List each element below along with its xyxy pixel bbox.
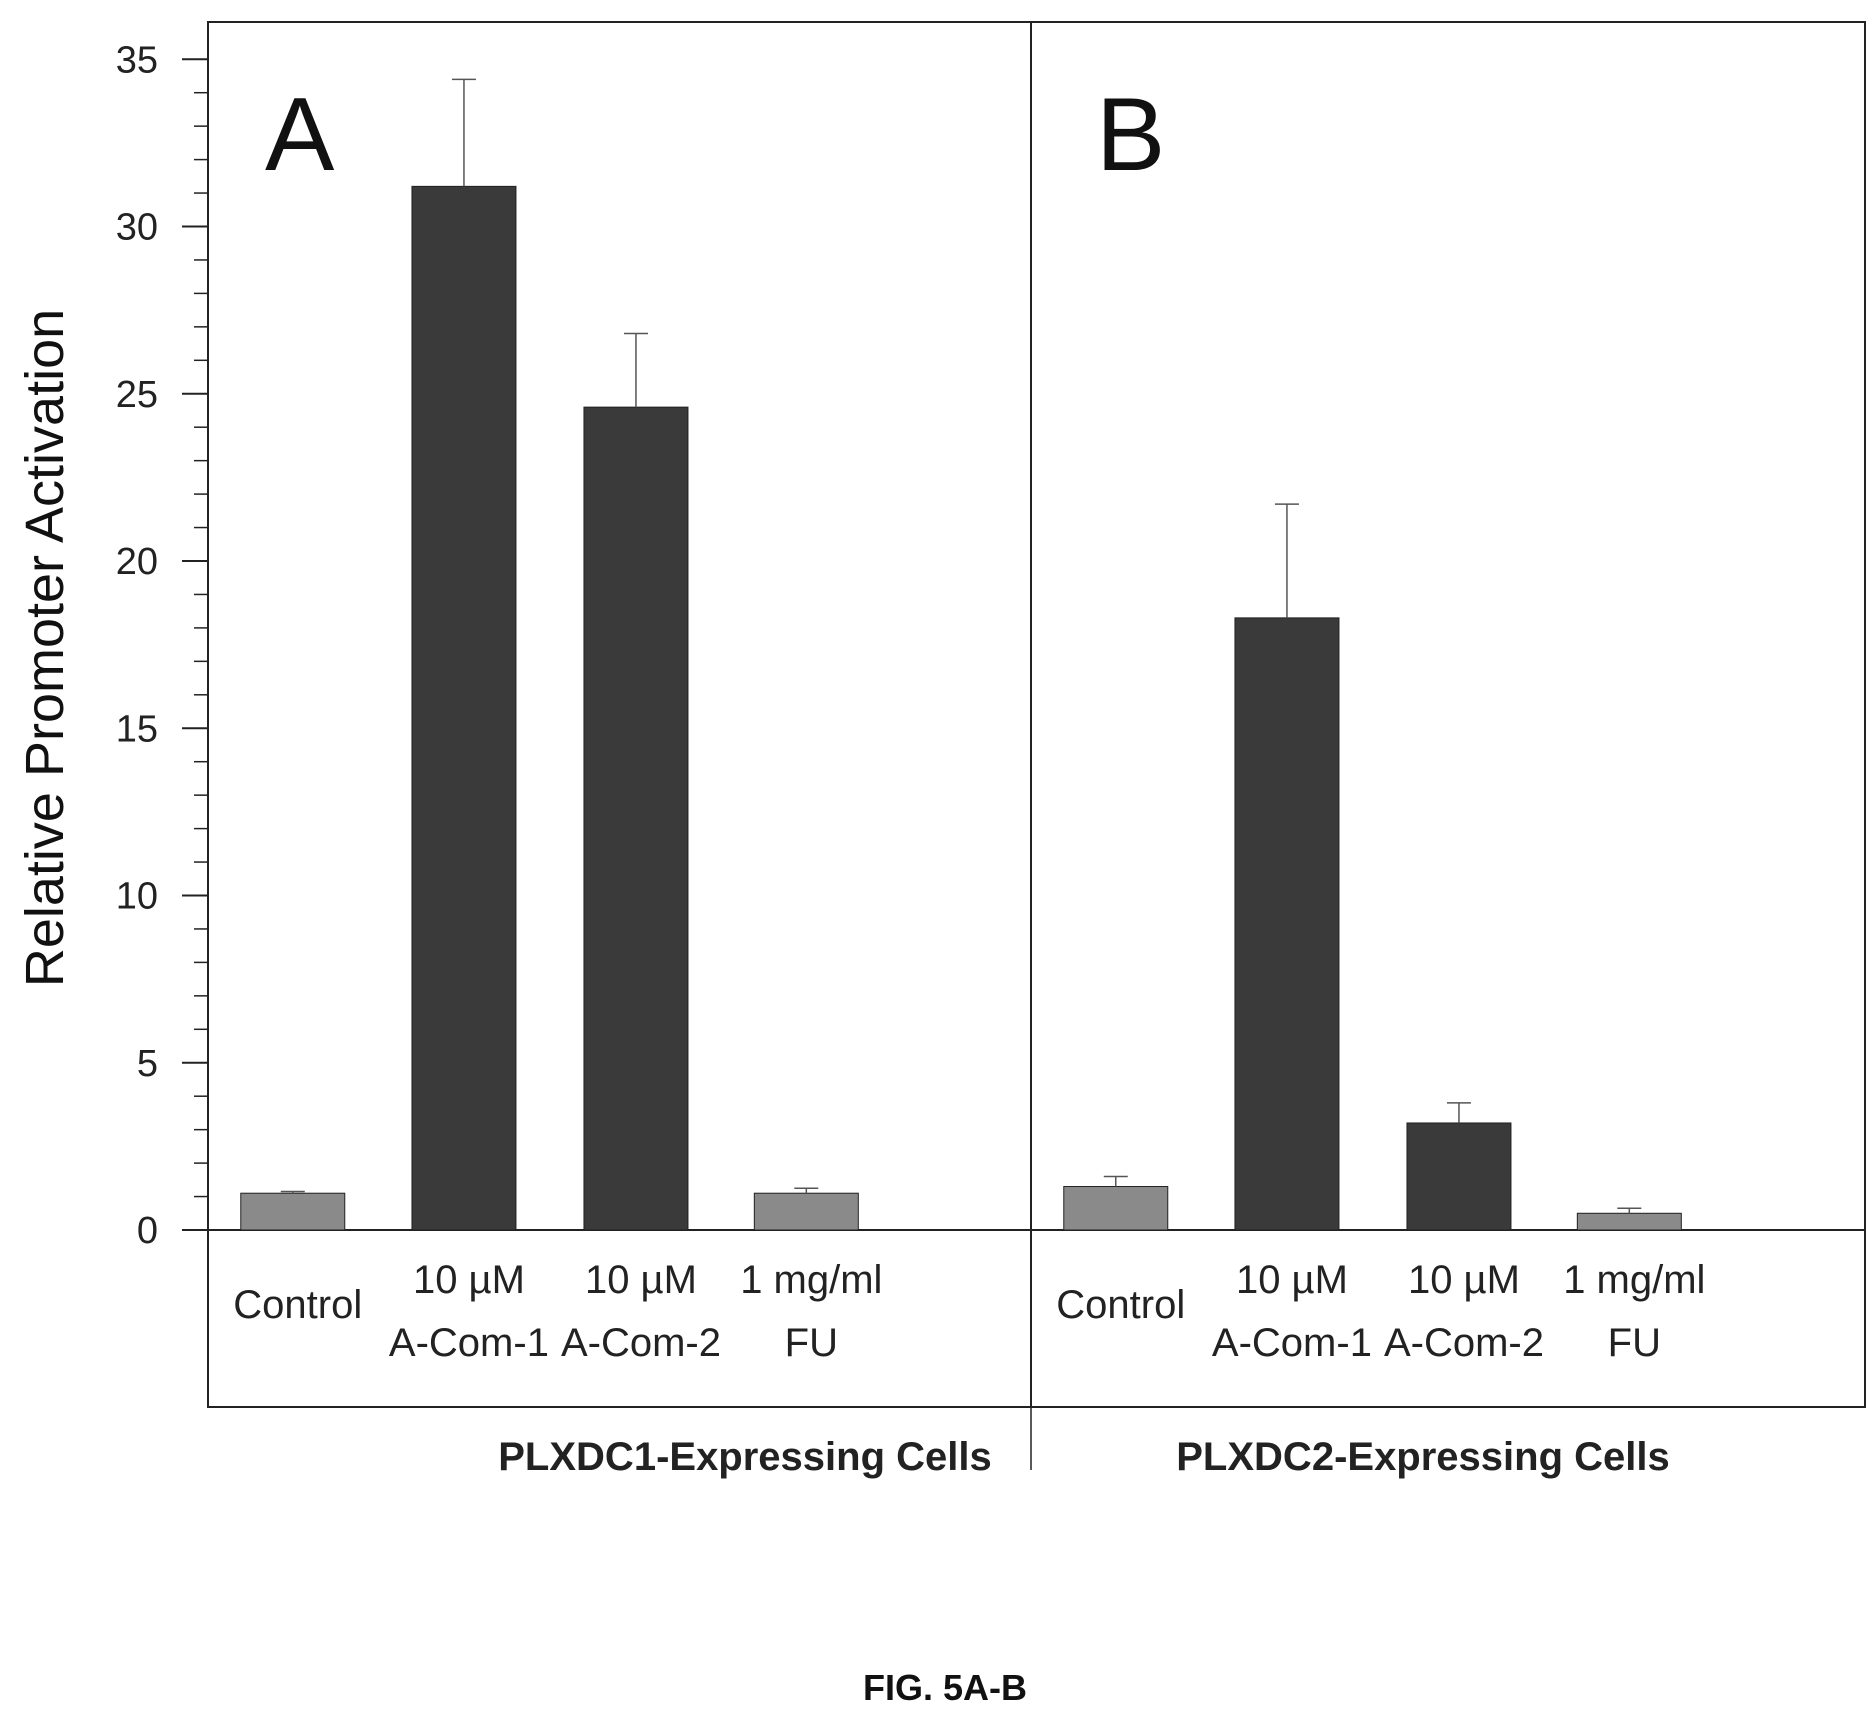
category-label: 1 mg/ml [1563,1258,1705,1302]
panel-label: A [265,77,335,193]
category-label: Control [233,1283,362,1327]
category-label: A-Com-1 [389,1321,549,1365]
bar [1063,1186,1169,1231]
group-label: PLXDC1-Expressing Cells [498,1435,992,1479]
y-tick-label: 35 [116,39,158,81]
panel-label: B [1096,77,1165,193]
category-label: FU [785,1321,838,1365]
figure-caption: FIG. 5A-B [863,1667,1027,1708]
category-label: 10 µM [585,1258,697,1302]
plot-frame [207,21,1866,1408]
y-tick-label: 0 [137,1210,158,1252]
category-label: A-Com-1 [1212,1321,1372,1365]
bar [411,185,517,1231]
category-label: Control [1056,1283,1185,1327]
bar [240,1192,346,1231]
bar [583,406,689,1231]
bar [1576,1212,1682,1231]
bar [1406,1122,1512,1231]
category-label: A-Com-2 [561,1321,721,1365]
labels: 0 5 10 15 20 25 30 35 A Control 10 µM A-Com-1 10 µM A… [116,39,1706,1479]
y-tick-label: 10 [116,876,158,918]
y-tick-label: 25 [116,374,158,416]
bars [240,78,1682,1231]
bar [1234,617,1340,1231]
bar [753,1192,859,1231]
y-tick-label: 15 [116,708,158,750]
y-tick-label: 30 [116,207,158,249]
y-axis-title: Relative Promoter Activation [15,309,75,987]
group-label: PLXDC2-Expressing Cells [1176,1435,1670,1479]
y-tick-label: 5 [137,1043,158,1085]
category-label: 10 µM [1408,1258,1520,1302]
y-tick-label: 20 [116,541,158,583]
category-label: 10 µM [1236,1258,1348,1302]
category-label: FU [1608,1321,1661,1365]
category-label: 10 µM [413,1258,525,1302]
category-label: 1 mg/ml [740,1258,882,1302]
category-label: A-Com-2 [1384,1321,1544,1365]
